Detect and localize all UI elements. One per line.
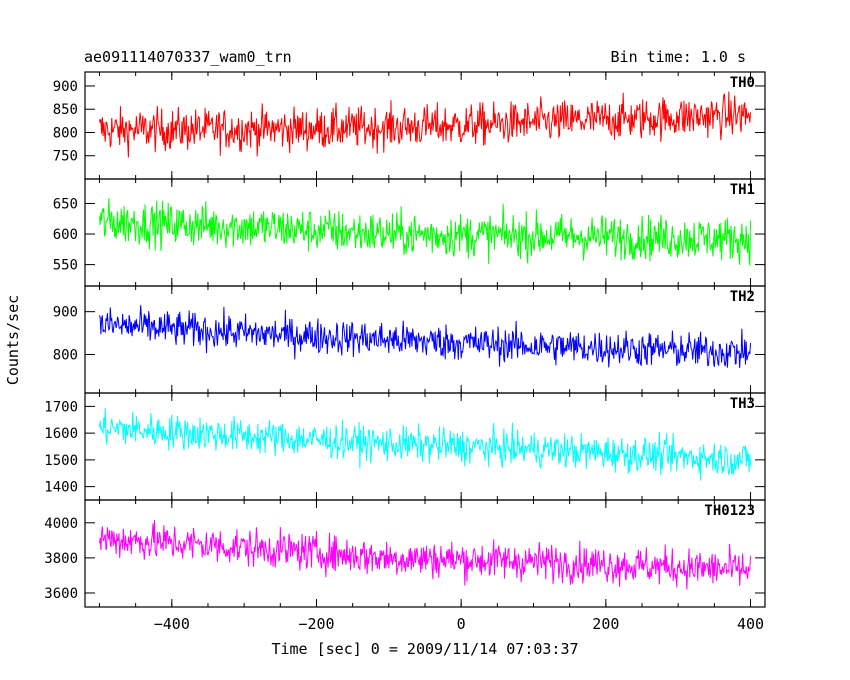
y-tick-label: 650	[53, 196, 78, 212]
panels-group: TH0 750 800 850 900 TH1 550 600 650 TH2 800 900 TH3 1…	[44, 71, 766, 633]
panel-label: TH1	[730, 182, 755, 198]
bin-time-label: Bin time: 1.0 s	[611, 48, 746, 66]
panel-label: TH2	[730, 289, 755, 305]
chart-title: ae091114070337_wam0_trn	[84, 48, 292, 66]
y-tick-label: 3800	[44, 551, 78, 567]
x-tick-label: 400	[737, 615, 764, 633]
y-tick-label: 850	[53, 102, 78, 118]
series-line-th3	[98, 407, 752, 481]
x-tick-label: −400	[154, 615, 190, 633]
series-line-th1	[98, 198, 752, 266]
y-tick-label: 1500	[44, 453, 78, 469]
y-tick-label: 900	[53, 305, 78, 321]
x-tick-label: −200	[298, 615, 334, 633]
y-tick-label: 1700	[44, 399, 78, 415]
series-line-th2	[98, 305, 752, 369]
panel-label: TH3	[730, 396, 755, 412]
y-tick-label: 1600	[44, 426, 78, 442]
panel-label: TH0	[730, 75, 755, 91]
x-tick-label: 200	[592, 615, 619, 633]
y-axis-label: Counts/sec	[4, 295, 22, 385]
series-line-th0123	[98, 520, 752, 590]
panel-label: TH0123	[704, 503, 755, 519]
y-tick-label: 550	[53, 258, 78, 274]
panel-frame	[84, 392, 766, 501]
y-tick-label: 1400	[44, 480, 78, 496]
y-tick-label: 800	[53, 347, 78, 363]
y-tick-label: 4000	[44, 516, 78, 532]
series-line-th0	[98, 91, 752, 158]
x-axis-label: Time [sec] 0 = 2009/11/14 07:03:37	[271, 640, 578, 658]
y-tick-label: 750	[53, 149, 78, 165]
y-tick-label: 600	[53, 227, 78, 243]
x-tick-label: 0	[457, 615, 466, 633]
y-tick-label: 800	[53, 125, 78, 141]
y-tick-label: 3600	[44, 586, 78, 602]
y-tick-label: 900	[53, 79, 78, 95]
